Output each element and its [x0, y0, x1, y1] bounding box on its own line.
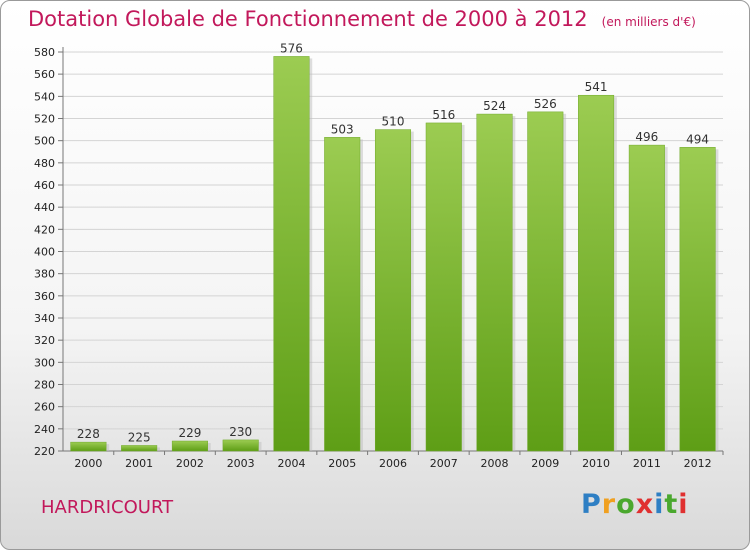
bar-2002	[171, 440, 208, 452]
chart-title: Dotation Globale de Fonctionnement de 20…	[28, 7, 696, 31]
bar-2011	[628, 144, 665, 452]
value-label: 503	[331, 122, 354, 136]
y-tick-label: 320	[34, 334, 55, 347]
value-label: 524	[483, 99, 506, 113]
bar-2004	[273, 56, 310, 452]
value-label: 516	[432, 108, 455, 122]
x-tick-label: 2008	[481, 457, 509, 470]
y-tick-label: 460	[34, 179, 55, 192]
y-tick-label: 560	[34, 68, 55, 81]
x-tick-label: 2000	[74, 457, 102, 470]
x-tick-label: 2012	[684, 457, 712, 470]
y-tick-label: 240	[34, 423, 55, 436]
bar-2003	[222, 439, 259, 452]
value-labels: 228 225 229 230 576 503 510 516 524 526 541 496 494	[77, 41, 709, 444]
y-tick-label: 260	[34, 401, 55, 414]
logo-letter: o	[616, 489, 636, 520]
value-label: 510	[382, 115, 405, 129]
y-tick-label: 440	[34, 201, 55, 214]
y-tick-label: 400	[34, 246, 55, 259]
bar-2008	[476, 113, 513, 452]
x-tick-label: 2006	[379, 457, 407, 470]
x-tick-label: 2009	[531, 457, 559, 470]
y-tick-label: 420	[34, 223, 55, 236]
value-label: 526	[534, 97, 557, 111]
y-tick-label: 500	[34, 135, 55, 148]
x-tick-label: 2001	[125, 457, 153, 470]
x-tick-label: 2005	[328, 457, 356, 470]
proxiti-logo: Proxiti	[581, 489, 689, 520]
x-tick-label: 2011	[633, 457, 661, 470]
x-tick-label: 2003	[227, 457, 255, 470]
bar-2000	[70, 441, 107, 452]
logo-letter: i	[678, 489, 689, 520]
commune-name: HARDRICOURT	[41, 497, 174, 518]
x-tick-label: 2010	[582, 457, 610, 470]
x-tick-label: 2004	[277, 457, 305, 470]
x-tick-label: 2002	[176, 457, 204, 470]
y-tick-label: 580	[34, 46, 55, 59]
bars	[70, 56, 719, 452]
y-tick-label: 340	[34, 312, 55, 325]
value-label: 576	[280, 41, 303, 55]
logo-letter: t	[664, 489, 679, 520]
y-tick-label: 280	[34, 379, 55, 392]
logo-letter: r	[601, 489, 617, 520]
logo-letter: i	[654, 489, 665, 520]
y-tick-label: 220	[34, 445, 55, 458]
value-label: 229	[178, 426, 201, 440]
logo-letter: P	[581, 489, 602, 520]
y-tick-label: 380	[34, 268, 55, 281]
title-text: Dotation Globale de Fonctionnement de 20…	[28, 7, 588, 31]
unit-label: (en milliers d'€)	[601, 15, 696, 29]
bar-2007	[425, 122, 462, 452]
y-tick-label: 300	[34, 356, 55, 369]
bar-2009	[527, 111, 564, 452]
x-tick-label: 2007	[430, 457, 458, 470]
bar-2012	[679, 147, 716, 452]
bar-2010	[578, 94, 615, 452]
value-label: 496	[635, 130, 658, 144]
bar-2001	[121, 445, 158, 452]
value-label: 230	[229, 425, 252, 439]
y-tick-label: 360	[34, 290, 55, 303]
y-tick-label: 480	[34, 157, 55, 170]
value-label: 541	[585, 80, 608, 94]
bar-2005	[324, 137, 361, 452]
value-label: 228	[77, 427, 100, 441]
bar-2006	[374, 129, 412, 452]
logo-letter: x	[635, 489, 655, 520]
y-tick-label: 520	[34, 113, 55, 126]
value-label: 225	[128, 430, 151, 444]
axes: 220 240 260 280 300 320 340 360 380 400 420 440 460 4…	[34, 46, 724, 470]
y-tick-label: 540	[34, 90, 55, 103]
value-label: 494	[686, 132, 709, 146]
